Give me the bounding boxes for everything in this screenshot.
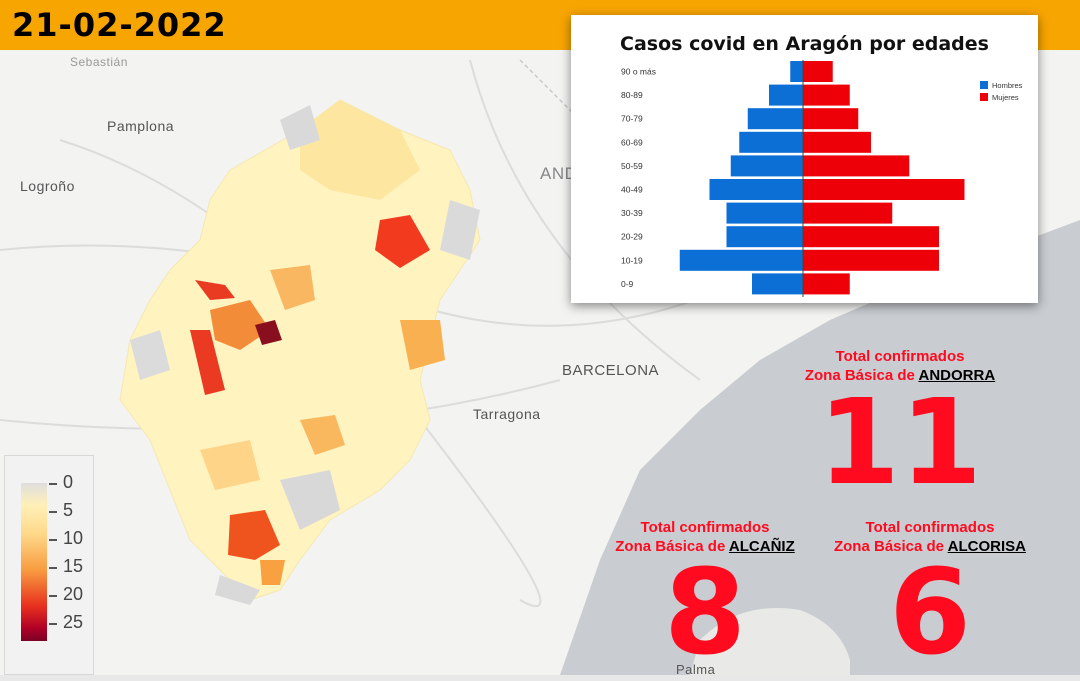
zone-line: Zona Básica de ALCAÑIZ bbox=[560, 537, 850, 556]
bar-mujeres-3 bbox=[803, 131, 871, 153]
zone-heading: Total confirmados bbox=[835, 348, 965, 365]
city-label-sebastian: Sebastián bbox=[70, 55, 128, 69]
legend-label: 0 bbox=[63, 472, 74, 492]
zone-name-alcaniz: ALCAÑIZ bbox=[728, 538, 795, 555]
aragon-region[interactable] bbox=[119, 99, 481, 605]
bar-hombres-8 bbox=[679, 249, 803, 271]
legend-label: 15 bbox=[63, 556, 84, 576]
date-label: 21-02-2022 bbox=[12, 6, 227, 44]
bar-mujeres-1 bbox=[803, 84, 850, 106]
legend-label: 10 bbox=[63, 528, 84, 548]
legend-swatch-mujeres bbox=[980, 93, 988, 101]
zone-orange-huesca bbox=[375, 215, 430, 268]
zone-line: Zona Básica de ALCORISA bbox=[790, 537, 1070, 556]
zone-orange-teruel bbox=[228, 510, 280, 560]
zone-heading: Total confirmados bbox=[640, 519, 770, 536]
map-label-andorra-country: AND bbox=[540, 164, 578, 183]
zone-alcorisa-label: Total confirmados Zona Básica de ALCORIS… bbox=[790, 518, 1070, 556]
legend-tick-mark bbox=[49, 623, 57, 625]
legend-tick-mark bbox=[49, 567, 57, 569]
bar-hombres-3 bbox=[739, 131, 803, 153]
zone-orange-center bbox=[270, 265, 315, 310]
bar-hombres-6 bbox=[726, 202, 803, 224]
zone-name-alcorisa: ALCORISA bbox=[947, 538, 1026, 555]
legend-tick-mark bbox=[49, 483, 57, 485]
zone-darkred-zaragoza bbox=[255, 320, 282, 345]
bar-hombres-5 bbox=[709, 179, 803, 200]
zone-alcaniz-total: 8 bbox=[663, 543, 747, 681]
legend-label-hombres: Hombres bbox=[992, 81, 1023, 90]
city-label-barcelona: BARCELONA bbox=[562, 362, 660, 379]
legend-tick-mark bbox=[49, 539, 57, 541]
bar-mujeres-7 bbox=[803, 226, 939, 248]
age-tick-label: 0-9 bbox=[621, 279, 634, 289]
zone-grey-south2 bbox=[215, 575, 260, 605]
zone-orange-alcaniz bbox=[300, 415, 345, 455]
zone-andorra-label: Total confirmados Zona Básica de ANDORRA bbox=[760, 347, 1040, 385]
city-label-tarragona: Tarragona bbox=[473, 406, 541, 422]
legend-label: 25 bbox=[63, 612, 84, 632]
zone-line: Zona Básica de ANDORRA bbox=[760, 366, 1040, 385]
bar-hombres-4 bbox=[730, 155, 803, 177]
age-tick-label: 70-79 bbox=[621, 114, 643, 124]
age-tick-label: 10-19 bbox=[621, 255, 643, 265]
city-label-palma: Palma bbox=[676, 662, 716, 677]
color-scale-legend: 0 5 10 15 20 25 bbox=[4, 455, 94, 675]
age-tick-label: 30-39 bbox=[621, 208, 643, 218]
zone-grey-south bbox=[280, 470, 340, 530]
chart-title: Casos covid en Aragón por edades bbox=[620, 33, 989, 55]
bar-mujeres-5 bbox=[803, 179, 965, 200]
bar-mujeres-0 bbox=[803, 61, 833, 82]
zone-red-ejea bbox=[195, 280, 235, 300]
zone-alcaniz-label: Total confirmados Zona Básica de ALCAÑIZ bbox=[560, 518, 850, 556]
zone-andorra-total: 11 bbox=[817, 373, 983, 511]
mallorca-island bbox=[690, 608, 850, 675]
zone-heading: Total confirmados bbox=[865, 519, 995, 536]
city-label-logrono: Logroño bbox=[20, 178, 75, 194]
color-scale-bar bbox=[21, 483, 47, 641]
age-tick-label: 50-59 bbox=[621, 161, 643, 171]
zone-prefix: Zona Básica de bbox=[804, 367, 915, 384]
city-label-pamplona: Pamplona bbox=[107, 118, 175, 134]
zone-red-zaragoza bbox=[190, 330, 225, 395]
legend-tick-mark bbox=[49, 511, 57, 513]
age-pyramid-chart: 90 o más 80-89 70-79 60-69 50-59 40-49 30-39 20… bbox=[621, 60, 1023, 297]
zone-alcorisa-total: 6 bbox=[888, 543, 972, 681]
bar-hombres-9 bbox=[752, 273, 803, 295]
bar-hombres-0 bbox=[790, 61, 803, 82]
legend-label-mujeres: Mujeres bbox=[992, 93, 1019, 102]
zone-prefix: Zona Básica de bbox=[615, 538, 726, 555]
zone-orange-teruel2 bbox=[260, 560, 285, 585]
age-tick-label: 80-89 bbox=[621, 90, 643, 100]
zone-orange-east bbox=[400, 320, 445, 370]
bar-mujeres-6 bbox=[803, 202, 893, 224]
bar-mujeres-8 bbox=[803, 249, 939, 271]
zone-north-pyrenees bbox=[300, 100, 420, 200]
age-pyramid-card: 90 o más 80-89 70-79 60-69 50-59 40-49 30-39 20… bbox=[571, 15, 1038, 303]
zone-yellow-south bbox=[200, 440, 260, 490]
age-tick-label: 40-49 bbox=[621, 185, 643, 195]
age-tick-label: 20-29 bbox=[621, 232, 643, 242]
zone-name-andorra: ANDORRA bbox=[918, 367, 996, 384]
legend-label: 5 bbox=[63, 500, 74, 520]
zone-prefix: Zona Básica de bbox=[833, 538, 945, 555]
zone-grey-north bbox=[280, 105, 320, 150]
zone-grey-west bbox=[130, 330, 170, 380]
bar-mujeres-9 bbox=[803, 273, 850, 295]
bar-mujeres-2 bbox=[803, 108, 859, 130]
zone-orange-zaragoza bbox=[210, 300, 270, 350]
mediterranean-sea bbox=[560, 220, 1080, 675]
bar-mujeres-4 bbox=[803, 155, 910, 177]
bar-hombres-7 bbox=[726, 226, 803, 248]
legend-tick-mark bbox=[49, 595, 57, 597]
zone-grey-east bbox=[440, 200, 480, 260]
age-tick-label: 60-69 bbox=[621, 137, 643, 147]
bar-hombres-1 bbox=[769, 84, 803, 106]
bar-hombres-2 bbox=[747, 108, 803, 130]
legend-label: 20 bbox=[63, 584, 84, 604]
legend-swatch-hombres bbox=[980, 81, 988, 89]
age-tick-label: 90 o más bbox=[621, 67, 656, 77]
